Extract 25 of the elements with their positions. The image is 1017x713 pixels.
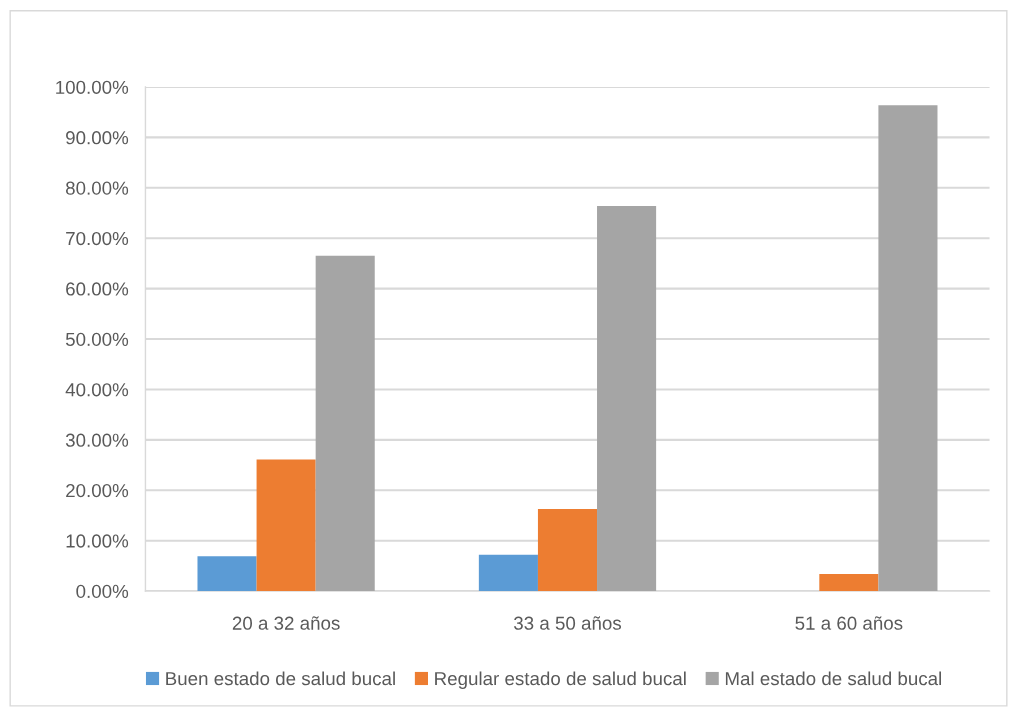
y-tick-label: 60.00% xyxy=(66,282,129,296)
legend-label: Regular estado de salud bucal xyxy=(435,671,686,689)
bar xyxy=(819,573,879,592)
bar xyxy=(537,508,598,592)
bar xyxy=(197,556,257,592)
x-tick-label: 20 a 32 años xyxy=(232,616,340,630)
bar xyxy=(878,105,938,592)
bar xyxy=(315,255,375,592)
y-tick-label: 50.00% xyxy=(65,332,129,347)
x-tick-label: 33 a 50 años xyxy=(513,616,622,630)
y-tick-label: 100.00% xyxy=(56,80,129,94)
y-tick-label: 10.00% xyxy=(66,534,129,548)
x-tick-label: 51 a 60 años xyxy=(795,616,903,630)
y-tick-label: 40.00% xyxy=(65,383,129,397)
bar xyxy=(478,554,538,592)
bar xyxy=(256,459,316,592)
y-tick-label: 90.00% xyxy=(66,131,129,145)
y-tick-label: 0.00% xyxy=(76,584,129,599)
y-tick-label: 20.00% xyxy=(66,483,129,498)
y-tick-label: 80.00% xyxy=(65,181,129,195)
y-tick-label: 30.00% xyxy=(65,433,129,447)
legend-label: Buen estado de salud bucal xyxy=(166,671,395,686)
bar xyxy=(597,205,657,592)
legend-label: Mal estado de salud bucal xyxy=(725,671,941,686)
y-tick-label: 70.00% xyxy=(66,231,129,246)
